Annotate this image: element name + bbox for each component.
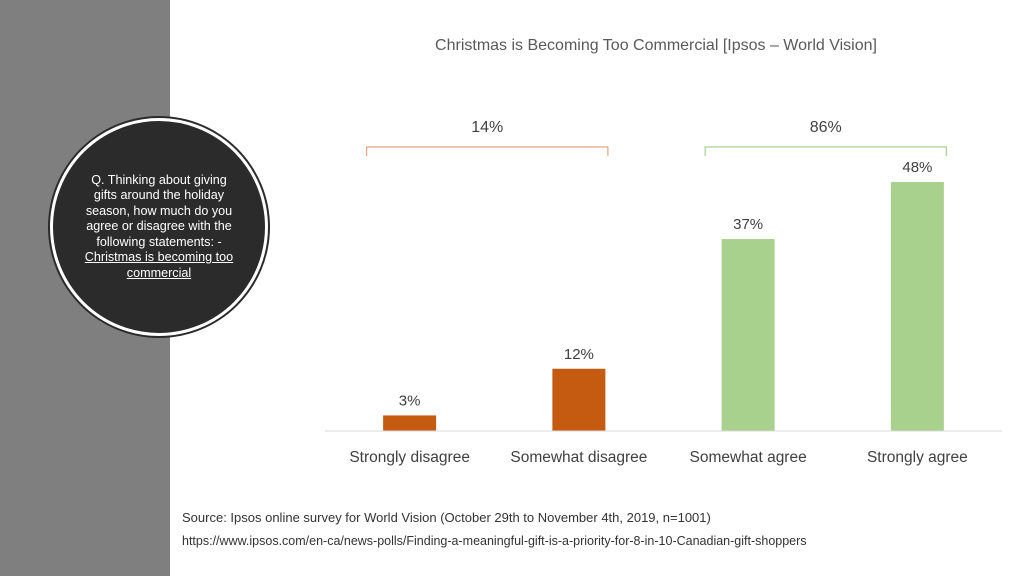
- group-label: 14%: [471, 119, 503, 136]
- bar: [552, 368, 606, 431]
- bar: [890, 182, 944, 431]
- group-brackets: 14% 86%: [366, 119, 947, 156]
- source-url[interactable]: https://www.ipsos.com/en-ca/news-polls/F…: [182, 534, 807, 548]
- source-line: Source: Ipsos online survey for World Vi…: [182, 510, 711, 525]
- data-label: 48%: [902, 159, 932, 176]
- data-label: 12%: [564, 346, 594, 363]
- question-circle: Q. Thinking about giving gifts around th…: [50, 118, 268, 336]
- bar: [383, 415, 437, 431]
- bars: 3% Strongly disagree 12% Somewhat disagree 3…: [349, 159, 967, 466]
- data-label: 3%: [399, 392, 421, 409]
- group-bracket: [704, 146, 947, 156]
- category-label: Strongly agree: [867, 449, 968, 466]
- data-label: 37%: [733, 216, 763, 233]
- chart-title: Christmas is Becoming Too Commercial [Ip…: [435, 37, 877, 54]
- category-label: Somewhat agree: [690, 449, 807, 466]
- bar: [721, 239, 775, 431]
- question-emphasis: Christmas is becoming too commercial: [84, 250, 234, 280]
- category-label: Somewhat disagree: [510, 449, 647, 466]
- group-label: 86%: [810, 119, 842, 136]
- group-bracket: [366, 146, 609, 156]
- question-text: Q. Thinking about giving gifts around th…: [84, 173, 234, 281]
- question-prompt: Q. Thinking about giving gifts around th…: [85, 173, 233, 249]
- category-label: Strongly disagree: [349, 449, 470, 466]
